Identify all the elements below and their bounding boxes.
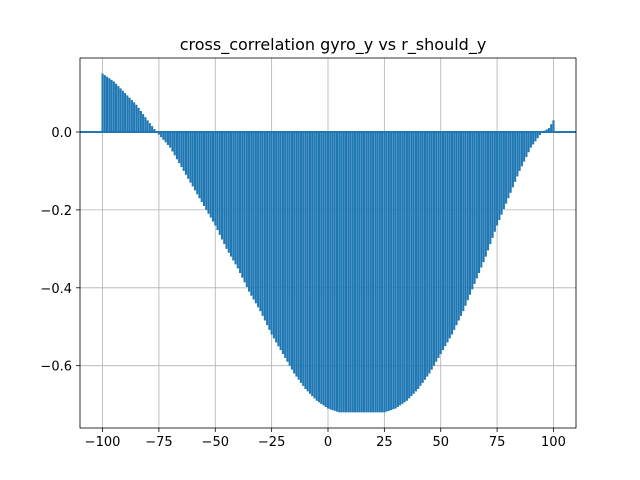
x-tick-label: −25 <box>258 435 285 450</box>
x-tick-label: 50 <box>432 435 449 450</box>
axes: −100 −75 −50 −25 0 25 50 75 100 0.0 −0.2 −0.4 −0.6 <box>40 57 577 450</box>
x-tick-label: 0 <box>324 435 332 450</box>
chart-title: cross_correlation gyro_y vs r_should_y <box>180 35 487 55</box>
x-tick-label: 25 <box>376 435 393 450</box>
x-tick-label: −75 <box>145 435 172 450</box>
y-tick-label: −0.2 <box>40 204 72 219</box>
x-tick-label: −50 <box>202 435 229 450</box>
x-tick-label: 100 <box>541 435 566 450</box>
correlation-bars <box>80 73 576 413</box>
x-tick-label: 75 <box>489 435 506 450</box>
y-tick-label: −0.4 <box>40 282 72 297</box>
x-tick-label: −100 <box>85 435 121 450</box>
y-tick-label: 0.0 <box>51 126 72 141</box>
y-tick-label: −0.6 <box>40 360 72 375</box>
